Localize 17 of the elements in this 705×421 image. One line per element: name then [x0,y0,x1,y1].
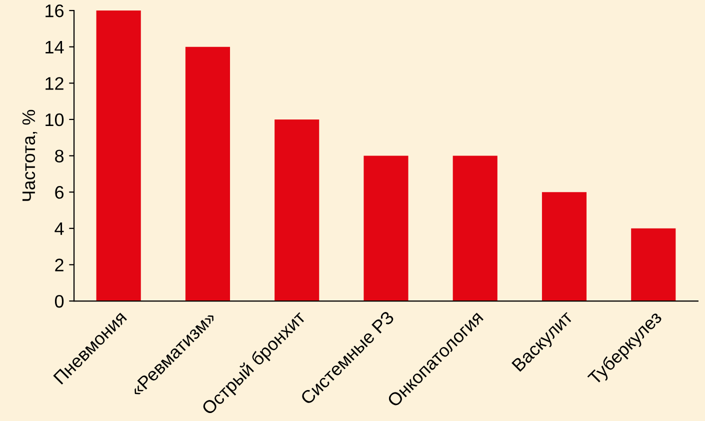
bar [542,192,587,302]
bar [452,156,498,302]
y-tick-label: 6 [55,186,64,199]
bar [631,228,676,302]
y-tick-label: 12 [46,77,64,90]
y-tick-label: 16 [46,4,64,18]
y-axis-title: Частота, % [22,110,38,201]
bar [96,10,141,302]
y-tick-label: 8 [55,150,64,162]
y-tick-label: 2 [55,258,64,272]
bar [185,46,230,302]
y-tick-label: 14 [46,40,64,54]
y-tick-label: 4 [54,222,64,235]
y-tick-label: 0 [54,294,64,308]
bar [274,119,320,302]
bar [364,156,408,302]
y-tick-label: 10 [46,113,64,126]
